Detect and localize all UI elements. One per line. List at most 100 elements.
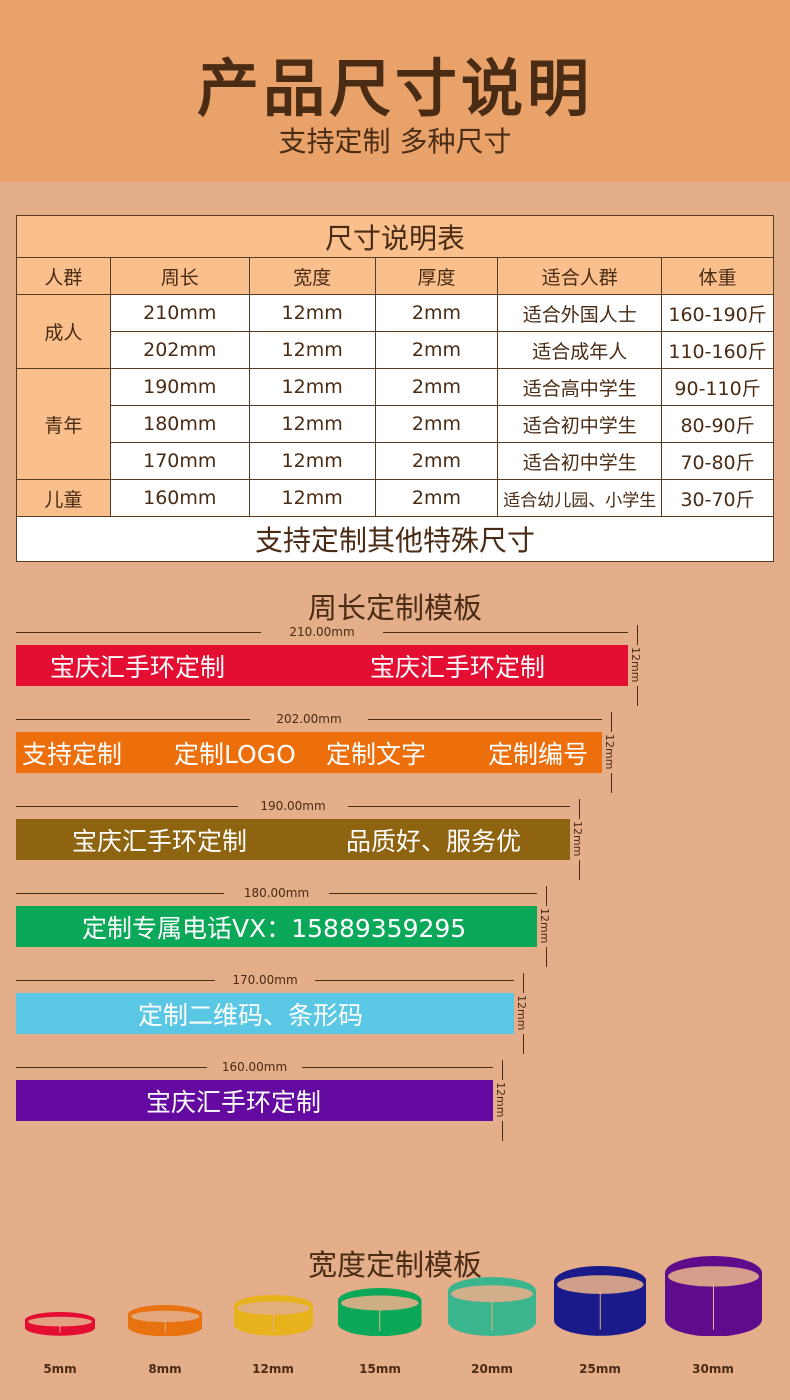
ring-icon <box>25 1312 95 1336</box>
ring-width-label: 5mm <box>43 1362 77 1376</box>
table-row: 青年 190mm 12mm 2mm 适合高中学生 90-110斤 <box>16 368 774 480</box>
column-header: 周长 <box>109 257 250 295</box>
ring-icon <box>664 1255 762 1336</box>
table-cell: 2mm <box>374 479 499 517</box>
table-cell: 2mm <box>374 442 499 480</box>
length-label: 170.00mm <box>232 973 298 987</box>
table-cell: 12mm <box>248 405 376 443</box>
width-section-title: 宽度定制模板 <box>307 1248 482 1282</box>
table-cell: 110-160斤 <box>661 331 774 369</box>
length-dimension: 180.00mm <box>16 886 537 900</box>
band-text: 定制LOGO <box>174 739 296 769</box>
ring-width-label: 8mm <box>148 1362 182 1376</box>
table-cell: 适合高中学生 <box>497 368 663 406</box>
band-text: 定制编号 <box>488 739 589 769</box>
ring-width-label: 12mm <box>252 1362 294 1376</box>
page-title: 产品尺寸说明 <box>196 52 593 125</box>
page-subtitle: 支持定制 多种尺寸 <box>278 125 512 158</box>
width-dimension: 12mm <box>494 1060 508 1141</box>
length-dimension: 170.00mm <box>16 973 514 987</box>
table-cell: 170mm <box>109 442 250 480</box>
table-cell: 12mm <box>248 368 376 406</box>
wristband-template: 宝庆汇手环定制 <box>16 1080 493 1121</box>
width-label: 12mm <box>603 734 616 770</box>
width-label: 12mm <box>494 1082 507 1118</box>
wristband-template: 宝庆汇手环定制 宝庆汇手环定制 <box>16 645 628 686</box>
table-cell: 12mm <box>248 479 376 517</box>
table-cell: 210mm <box>109 294 250 332</box>
wristband-template: 宝庆汇手环定制 品质好、服务优 <box>16 819 570 860</box>
length-label: 202.00mm <box>276 712 342 726</box>
table-cell: 2mm <box>374 331 499 369</box>
band-text: 支持定制 <box>22 739 123 769</box>
ring-icon <box>448 1277 536 1336</box>
ring-width-label: 30mm <box>692 1362 734 1376</box>
table-cell: 80-90斤 <box>661 405 774 443</box>
band-text: 宝庆汇手环定制 <box>370 652 546 682</box>
group-cell: 青年 <box>16 368 111 480</box>
column-header: 宽度 <box>248 257 376 295</box>
column-header: 体重 <box>661 257 774 295</box>
band-text: 定制专属电话VX：15889359295 <box>82 913 467 943</box>
band-text: 宝庆汇手环定制 <box>146 1087 322 1117</box>
table-cell: 适合初中学生 <box>497 442 663 480</box>
band-text: 定制二维码、条形码 <box>138 1000 364 1030</box>
header-banner <box>0 0 790 182</box>
band-text: 宝庆汇手环定制 <box>50 652 226 682</box>
width-label: 12mm <box>629 647 642 683</box>
table-cell: 12mm <box>248 294 376 332</box>
table-cell: 适合初中学生 <box>497 405 663 443</box>
table-row: 170mm 12mm 2mm 适合初中学生 70-80斤 <box>17 442 774 480</box>
table-row: 成人 210mm 12mm 2mm 适合外国人士 160-190斤 <box>16 294 774 369</box>
group-cell: 儿童 <box>16 479 111 517</box>
table-cell: 180mm <box>109 405 250 443</box>
ring-width-label: 15mm <box>359 1362 401 1376</box>
length-label: 210.00mm <box>289 625 355 639</box>
table-cell: 2mm <box>374 294 499 332</box>
length-label: 180.00mm <box>243 886 310 900</box>
ring-icon <box>338 1287 422 1336</box>
group-cell: 成人 <box>16 294 111 369</box>
column-header: 厚度 <box>374 257 499 295</box>
column-header: 适合人群 <box>497 257 663 295</box>
table-cell: 70-80斤 <box>661 442 774 480</box>
band-text: 品质好、服务优 <box>346 826 522 856</box>
table-row: 202mm 12mm 2mm 适合成年人 110-160斤 <box>17 331 774 369</box>
length-section-title: 周长定制模板 <box>307 591 482 625</box>
length-label: 160.00mm <box>221 1060 288 1074</box>
width-label: 12mm <box>538 908 551 944</box>
width-dimension: 12mm <box>571 799 585 880</box>
ring-icon <box>127 1304 203 1336</box>
width-dimension: 12mm <box>629 625 643 706</box>
ring-icon <box>233 1295 313 1336</box>
table-cell: 160-190斤 <box>661 294 774 332</box>
ring-icon <box>553 1266 647 1336</box>
table-cell: 202mm <box>109 331 250 369</box>
band-text: 定制文字 <box>326 739 427 769</box>
table-cell: 190mm <box>109 368 250 406</box>
ring-width-label: 25mm <box>579 1362 621 1376</box>
table-cell: 30-70斤 <box>661 479 774 517</box>
table-cell: 适合成年人 <box>497 331 663 369</box>
table-cell: 适合外国人士 <box>497 294 663 332</box>
length-dimension: 190.00mm <box>16 799 570 813</box>
column-header: 人群 <box>16 257 111 295</box>
wristband-template: 支持定制 定制LOGO 定制文字 定制编号 <box>16 732 602 773</box>
wristband-template: 定制二维码、条形码 <box>16 993 514 1034</box>
table-footer: 支持定制其他特殊尺寸 <box>16 516 774 562</box>
width-dimension: 12mm <box>603 712 617 793</box>
size-table: 尺寸说明表 人群 周长 宽度 厚度 适合人群 体重 成人 210mm 12mm 2mm 适合外国人… <box>16 215 774 562</box>
wristband-template: 定制专属电话VX：15889359295 <box>16 906 537 947</box>
table-cell: 12mm <box>248 331 376 369</box>
ring-width-label: 20mm <box>471 1362 513 1376</box>
table-row: 儿童 160mm 12mm 2mm 适合幼儿园、小学生 30-70斤 <box>16 479 774 517</box>
table-row: 180mm 12mm 2mm 适合初中学生 80-90斤 <box>17 405 774 443</box>
table-cell: 90-110斤 <box>661 368 774 406</box>
table-cell: 2mm <box>374 405 499 443</box>
table-title: 尺寸说明表 <box>16 215 774 258</box>
length-label: 190.00mm <box>260 799 326 813</box>
width-dimension: 12mm <box>515 973 529 1054</box>
width-label: 12mm <box>515 995 528 1031</box>
table-cell: 适合幼儿园、小学生 <box>497 479 663 517</box>
table-cell: 12mm <box>248 442 376 480</box>
